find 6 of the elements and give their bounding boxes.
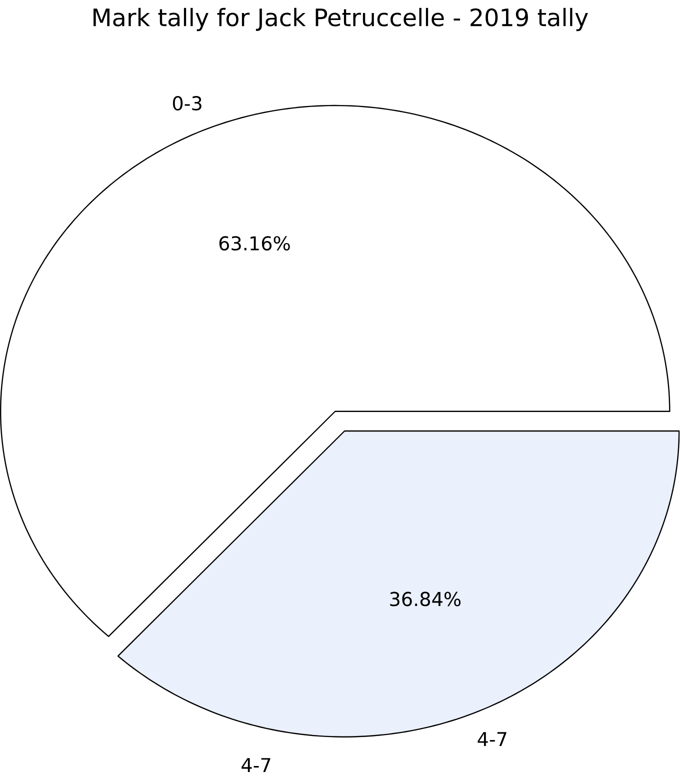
text: 4-7 <box>242 758 270 772</box>
slice-label: 4-7 <box>478 732 507 746</box>
data-label: 63.16% <box>220 236 290 251</box>
slice-label: 0-3 <box>173 96 202 110</box>
chart-title: Mark tally for Jack Petruccelle - 2019 tally <box>94 8 588 32</box>
data-label: 36.84% <box>390 592 461 606</box>
